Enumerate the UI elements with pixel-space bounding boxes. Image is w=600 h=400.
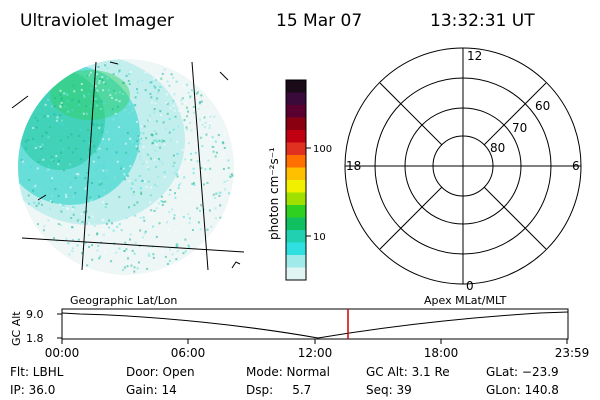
coast-mark — [37, 194, 47, 201]
timeline-x-tick: 06:00 — [171, 346, 206, 360]
speckle-texture — [20, 63, 234, 273]
timeline-x-tick: 12:00 — [298, 346, 333, 360]
mlt-label-6: 6 — [572, 159, 580, 173]
timeline-left-title: Geographic Lat/Lon — [70, 294, 177, 307]
color-band — [286, 255, 306, 268]
color-band — [286, 192, 306, 206]
color-band — [286, 267, 306, 281]
color-band — [286, 92, 306, 106]
color-band — [286, 180, 306, 193]
color-band — [286, 167, 306, 181]
color-band — [286, 155, 306, 168]
meridian-line — [81, 61, 97, 271]
color-band — [286, 217, 306, 231]
color-band — [286, 130, 306, 143]
mlt-label-18: 18 — [346, 159, 361, 173]
colorbar-tick: 10 — [313, 232, 326, 243]
altitude-curve — [61, 311, 569, 339]
parallel-line — [21, 237, 245, 253]
coast-mark — [231, 261, 241, 269]
timeline-y-axis-label: GC Alt — [10, 311, 23, 346]
lat-label-80: 80 — [490, 141, 505, 155]
color-band — [286, 230, 306, 243]
meridian-line — [191, 61, 209, 271]
lat-label-70: 70 — [512, 121, 527, 135]
mlt-label-0: 0 — [466, 279, 474, 293]
color-scale: 100 10 photon cm⁻²s⁻¹ — [267, 79, 332, 281]
timeline-x-tick: 00:00 — [45, 346, 80, 360]
status-dsp: Dsp: 5.7 — [246, 383, 311, 397]
time-label: 13:32:31 UT — [430, 11, 535, 31]
date-label: 15 Mar 07 — [276, 11, 362, 31]
mlt-label-12: 12 — [467, 49, 482, 63]
color-bar — [286, 80, 306, 281]
color-band — [286, 80, 306, 93]
status-glon: GLon: 140.8 — [486, 383, 559, 397]
color-band — [286, 142, 306, 156]
coast-mark — [219, 71, 229, 81]
earth-image — [11, 59, 245, 275]
status-ip: IP: 36.0 — [10, 383, 55, 397]
status-gcalt: GC Alt: 3.1 Re — [366, 365, 450, 379]
status-gain: Gain: 14 — [126, 383, 177, 397]
timeline-y-tick: 1.8 — [26, 332, 44, 345]
status-flt: Flt: LBHL — [10, 365, 64, 379]
orbit-timeline: Geographic Lat/Lon Apex MLat/MLT GC Alt … — [10, 294, 589, 360]
color-band — [286, 242, 306, 256]
colorbar-tick: 100 — [313, 144, 332, 155]
status-mode: Mode: Normal — [246, 365, 330, 379]
lat-label-60: 60 — [535, 99, 550, 113]
coast-mark — [109, 61, 119, 65]
status-seq: Seq: 39 — [366, 383, 412, 397]
polar-plot — [344, 47, 582, 285]
timeline-y-tick: 9.0 — [26, 308, 44, 321]
color-band — [286, 205, 306, 218]
color-band — [286, 117, 306, 131]
status-door: Door: Open — [126, 365, 195, 379]
timeline-x-tick: 23:59 — [555, 346, 590, 360]
status-panel: Flt: LBHL IP: 36.0 Door: Open Gain: 14 M… — [10, 365, 559, 397]
color-band — [286, 105, 306, 118]
timeline-right-title: Apex MLat/MLT — [424, 294, 507, 307]
colorbar-unit-label: photon cm⁻²s⁻¹ — [267, 147, 281, 240]
coast-mark — [11, 95, 29, 109]
instrument-title: Ultraviolet Imager — [20, 11, 174, 31]
timeline-x-tick: 18:00 — [424, 346, 459, 360]
status-glat: GLat: −23.9 — [486, 365, 559, 379]
